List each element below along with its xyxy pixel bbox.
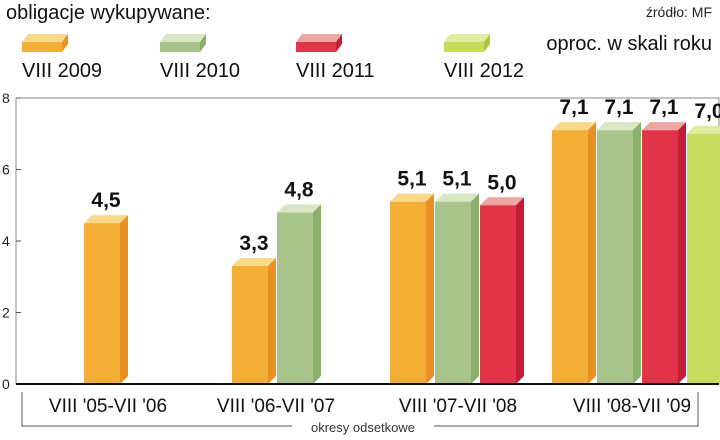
bar-side (426, 193, 434, 384)
bar-side (633, 122, 641, 385)
bar-front (480, 205, 516, 384)
data-label: 7,0 (694, 100, 720, 123)
data-label: 4,8 (284, 178, 314, 201)
legend-swatch-front (296, 42, 336, 52)
bar-top (642, 122, 686, 131)
bar-side (678, 122, 686, 385)
bar-2-2 (480, 197, 524, 384)
bar-1-1 (277, 204, 321, 384)
legend-item-2010: VIII 2010 (160, 30, 300, 90)
bar-3-2 (642, 122, 686, 385)
legend-swatch-side (336, 34, 342, 52)
bar-front (687, 133, 720, 384)
legend-swatch-top (444, 34, 490, 42)
legend-swatch-2009 (22, 34, 68, 52)
bar-side (268, 258, 276, 384)
legend-label-2009: VIII 2009 (22, 60, 103, 82)
bar-top (84, 215, 128, 224)
bar-3-1 (597, 122, 641, 385)
bar-front (597, 130, 633, 384)
bar-top (232, 258, 276, 267)
legend-swatch-side (200, 34, 206, 52)
legend-swatch-side (484, 34, 490, 52)
legend-swatch-front (160, 42, 200, 52)
data-label: 5,0 (487, 171, 516, 194)
legend-swatch-front (444, 42, 484, 52)
legend-label-2012: VIII 2012 (444, 60, 525, 82)
bar-front (232, 266, 268, 384)
bar-side (516, 197, 524, 384)
legend-label-2010: VIII 2010 (160, 60, 241, 82)
category-label: VIII '06-VII '07 (217, 396, 335, 417)
legend-swatch-2011 (296, 34, 342, 52)
legend-item-2009: VIII 2009 (22, 30, 162, 90)
legend-swatch-2012 (444, 34, 490, 52)
legend-swatch-2010 (160, 34, 206, 52)
y-tick-label: 8 (2, 90, 10, 106)
legend-item-2012: VIII 2012 (444, 30, 584, 90)
y-tick-label: 2 (2, 305, 10, 321)
bar-front (435, 201, 471, 384)
bar-front (552, 130, 588, 384)
bar-top (435, 193, 479, 202)
bar-top (687, 125, 720, 134)
unit-label: oproc. w skali roku (546, 33, 712, 55)
legend-title: obligacje wykupywane: (6, 2, 211, 24)
y-tick-label: 4 (2, 233, 10, 249)
y-tick-label: 0 (2, 376, 10, 392)
bar-top (597, 122, 641, 131)
category-label: VIII '07-VII '08 (399, 396, 517, 417)
data-label: 7,1 (559, 96, 589, 119)
legend-swatch-top (296, 34, 342, 42)
bar-side (471, 193, 479, 384)
bar-front (642, 130, 678, 384)
legend-swatch-side (62, 34, 68, 52)
bar-top (390, 193, 434, 202)
bar-top (277, 204, 321, 213)
bar-front (277, 212, 313, 384)
data-label: 3,3 (239, 232, 268, 255)
bar-side (588, 122, 596, 385)
category-label: VIII '08-VII '09 (573, 396, 691, 417)
data-label: 7,1 (649, 96, 679, 119)
data-label: 4,5 (91, 189, 121, 212)
bar-2-1 (435, 193, 479, 384)
bar-side (313, 204, 321, 384)
source-note: źródło: MF (645, 4, 712, 20)
bar-top (552, 122, 596, 131)
bar-top (480, 197, 524, 206)
bar-3-0 (552, 122, 596, 385)
x-axis-label-bg (292, 418, 434, 436)
bar-front (84, 223, 120, 384)
legend-swatch-front (22, 42, 62, 52)
data-label: 7,1 (604, 96, 634, 119)
bar-side (120, 215, 128, 384)
data-label: 5,1 (442, 168, 472, 191)
bar-2-0 (390, 193, 434, 384)
legend-item-2011: VIII 2011 (296, 30, 436, 90)
bar-front (390, 201, 426, 384)
legend-label-2011: VIII 2011 (296, 60, 375, 82)
x-axis-title: okresy odsetkowe (311, 420, 415, 435)
legend-swatch-top (22, 34, 68, 42)
data-label: 5,1 (397, 168, 427, 191)
bar-3-3 (687, 125, 720, 384)
y-tick-label: 6 (2, 162, 10, 178)
legend-swatch-top (160, 34, 206, 42)
bar-0-0 (84, 215, 128, 384)
bar-1-0 (232, 258, 276, 384)
category-label: VIII '05-VII '06 (49, 396, 167, 417)
